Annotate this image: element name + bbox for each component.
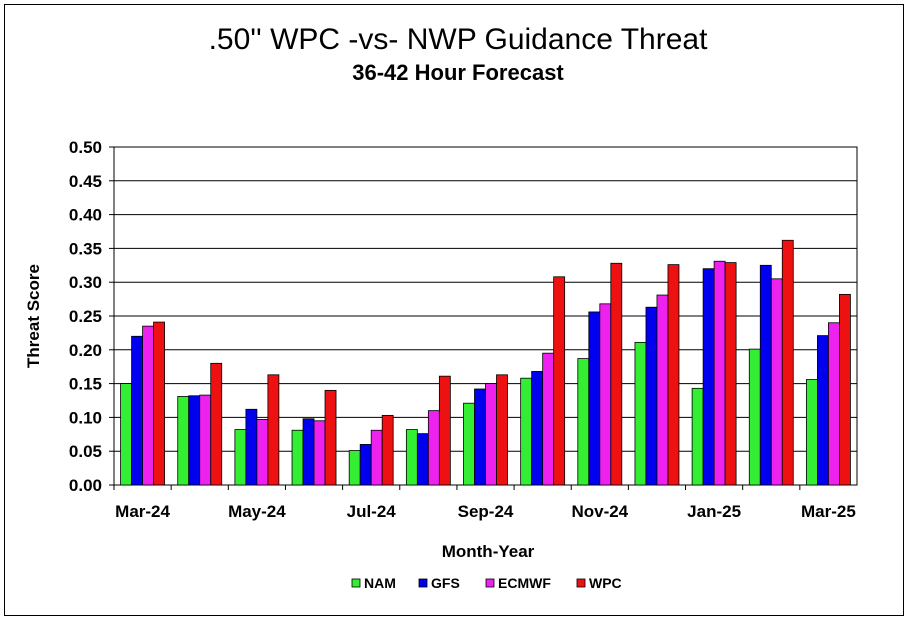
x-tick-label: Jul-24 — [347, 502, 397, 521]
y-tick-label: 0.10 — [69, 408, 102, 427]
y-tick-label: 0.25 — [69, 307, 102, 326]
y-tick-labels: 0.00 0.05 0.10 0.15 0.20 0.25 0.30 0.35 0.40 0.45… — [69, 138, 102, 495]
bar-nam-oct-24 — [520, 377, 533, 486]
bar-wpc-mar-25 — [839, 293, 851, 486]
legend-swatch-nam — [351, 578, 361, 588]
bar-nam-nov-24 — [577, 358, 590, 486]
bar-gfs-may-24 — [245, 408, 258, 486]
bar-gfs-jan-25 — [702, 268, 715, 486]
bar-ecmwf-jan-25 — [713, 260, 726, 486]
bar-wpc-sep-24 — [496, 374, 508, 486]
x-tick-label: May-24 — [228, 502, 286, 521]
bar-nam-feb-25 — [748, 348, 761, 486]
bar-gfs-mar-24 — [131, 335, 143, 486]
bar-wpc-nov-24 — [610, 262, 623, 486]
bar-ecmwf-mar-25 — [828, 322, 840, 486]
legend: NAM GFS ECMWF WPC — [351, 575, 622, 591]
x-tick-labels: Mar-24 May-24 Jul-24 Sep-24 Nov-24 Jan-25 Mar-… — [115, 502, 856, 521]
bar-ecmwf-aug-24 — [427, 410, 440, 486]
bar-gfs-sep-24 — [474, 388, 486, 486]
bar-ecmwf-dec-24 — [656, 294, 669, 486]
bar-gfs-dec-24 — [645, 306, 658, 486]
bar-ecmwf-mar-24 — [142, 325, 154, 486]
bar-ecmwf-apr-24 — [199, 394, 212, 486]
legend-swatch-ecmwf — [485, 578, 495, 588]
bar-ecmwf-may-24 — [256, 419, 269, 486]
legend-swatch-wpc — [576, 578, 586, 588]
bar-ecmwf-jun-24 — [313, 420, 326, 486]
x-axis-label: Month-Year — [442, 542, 535, 561]
y-tick-label: 0.35 — [69, 239, 102, 258]
y-tick-label: 0.50 — [69, 138, 102, 157]
x-tick-label: Jan-25 — [687, 502, 741, 521]
bar-wpc-jun-24 — [324, 389, 337, 486]
bar-nam-apr-24 — [177, 396, 190, 486]
bar-wpc-jan-25 — [724, 262, 737, 486]
bar-wpc-mar-24 — [153, 321, 165, 486]
bar-nam-mar-25 — [806, 379, 818, 486]
bar-nam-may-24 — [234, 429, 247, 486]
bar-wpc-jul-24 — [381, 414, 394, 486]
y-tick-label: 0.20 — [69, 341, 102, 360]
bar-wpc-dec-24 — [667, 264, 680, 486]
bar-gfs-jul-24 — [359, 444, 372, 486]
chart-title: .50'' WPC -vs- NWP Guidance Threat — [209, 23, 709, 56]
y-axis-label: Threat Score — [24, 264, 43, 368]
bar-gfs-apr-24 — [188, 395, 201, 486]
bar-wpc-feb-25 — [781, 239, 794, 486]
bar-ecmwf-jul-24 — [370, 429, 383, 486]
y-tick-label: 0.40 — [69, 206, 102, 225]
chart-subtitle: 36-42 Hour Forecast — [352, 60, 564, 85]
legend-label-ecmwf: ECMWF — [498, 575, 551, 591]
bar-gfs-aug-24 — [416, 433, 429, 486]
bar-nam-aug-24 — [405, 429, 418, 486]
x-tick-label: Mar-24 — [115, 502, 170, 521]
bars — [120, 239, 851, 486]
bar-gfs-feb-25 — [759, 264, 772, 486]
bar-ecmwf-sep-24 — [485, 383, 497, 486]
bar-nam-jul-24 — [348, 450, 361, 486]
x-tick-label: Sep-24 — [458, 502, 514, 521]
bar-nam-jan-25 — [691, 387, 704, 486]
x-tick-label: Mar-25 — [801, 502, 856, 521]
y-tick-label: 0.30 — [69, 273, 102, 292]
legend-label-nam: NAM — [364, 575, 396, 591]
bar-nam-jun-24 — [291, 429, 304, 486]
bar-wpc-apr-24 — [210, 362, 223, 486]
bar-gfs-oct-24 — [531, 371, 544, 486]
y-tick-label: 0.45 — [69, 172, 102, 191]
legend-swatch-gfs — [418, 578, 428, 588]
bar-gfs-nov-24 — [588, 311, 601, 486]
bar-wpc-oct-24 — [553, 276, 566, 486]
bar-wpc-may-24 — [267, 374, 280, 486]
bar-nam-dec-24 — [634, 341, 647, 486]
bar-nam-mar-24 — [120, 383, 132, 486]
y-tick-label: 0.00 — [69, 476, 102, 495]
y-tick-label: 0.15 — [69, 375, 102, 394]
y-tick-label: 0.05 — [69, 442, 102, 461]
bar-ecmwf-nov-24 — [599, 303, 612, 486]
legend-label-gfs: GFS — [431, 575, 460, 591]
legend-label-wpc: WPC — [589, 575, 622, 591]
x-tick-label: Nov-24 — [571, 502, 628, 521]
bar-nam-sep-24 — [463, 402, 475, 486]
bar-ecmwf-feb-25 — [770, 278, 783, 486]
bar-wpc-aug-24 — [438, 375, 451, 486]
bar-gfs-mar-25 — [817, 335, 829, 486]
bar-gfs-jun-24 — [302, 418, 315, 486]
bar-ecmwf-oct-24 — [542, 352, 555, 486]
